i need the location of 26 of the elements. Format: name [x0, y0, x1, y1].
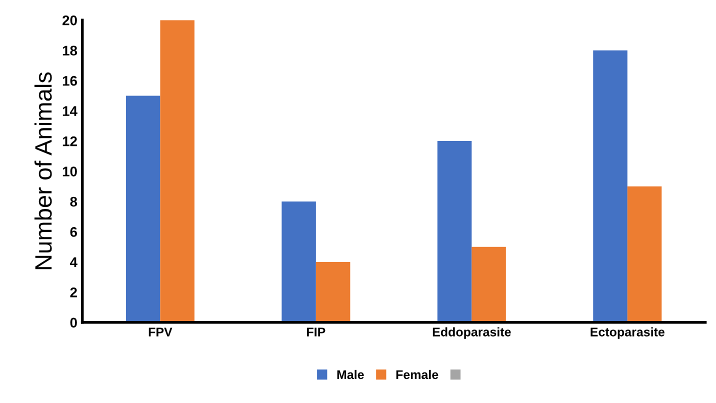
- legend-label: Male: [337, 370, 364, 380]
- x-tick-label: FIP: [307, 328, 326, 336]
- y-tick-label: 6: [70, 227, 77, 237]
- y-tick-label: 8: [70, 196, 78, 207]
- y-tick-label: 12: [62, 136, 77, 146]
- y-tick-label: 10: [62, 166, 77, 176]
- y-tick-label: 14: [62, 106, 78, 116]
- x-tick-label: FPV: [148, 328, 172, 336]
- y-axis-title: Number of Animals: [34, 72, 52, 270]
- bar: [472, 246, 506, 322]
- legend-label: Female: [396, 370, 438, 380]
- y-tick-label: 2: [70, 288, 77, 298]
- y-tick-label: 16: [62, 76, 77, 86]
- y-tick-label: 20: [62, 15, 77, 26]
- bar: [316, 262, 350, 322]
- bar: [282, 202, 316, 322]
- bar: [437, 141, 472, 322]
- y-tick-label: 4: [70, 257, 78, 267]
- bar: [627, 186, 662, 322]
- bar: [126, 96, 160, 322]
- x-tick-label: Ectoparasite: [590, 327, 664, 339]
- bar: [593, 50, 628, 322]
- bar: [160, 20, 194, 322]
- x-tick-label: Eddoparasite: [432, 327, 511, 339]
- y-tick-label: 18: [62, 46, 78, 56]
- y-tick-label: 0: [70, 318, 77, 328]
